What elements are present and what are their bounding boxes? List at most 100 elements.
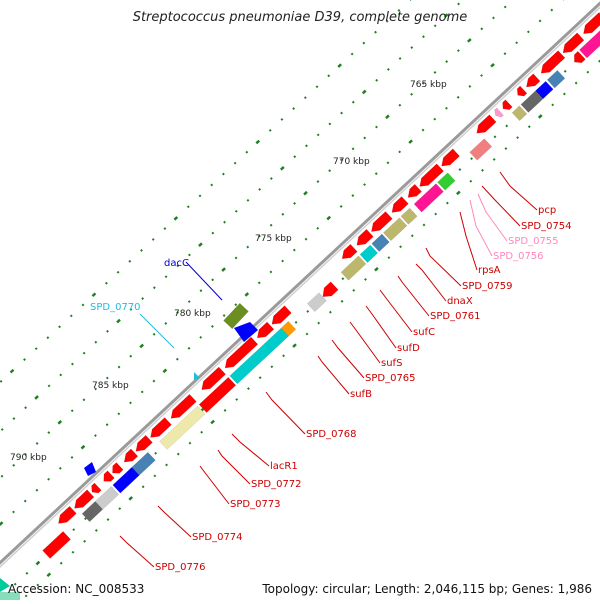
gene-label-sufs: sufS bbox=[381, 358, 402, 369]
scale-tick bbox=[399, 105, 400, 106]
axis-label-785kbp: 785 kbp bbox=[92, 381, 129, 391]
scale-tick bbox=[341, 112, 342, 113]
scale-tick bbox=[107, 331, 108, 332]
scale-tick bbox=[352, 148, 353, 149]
scale-tick bbox=[165, 323, 166, 324]
scale-tick bbox=[222, 268, 225, 271]
scale-tick bbox=[201, 432, 202, 433]
scale-tick bbox=[259, 377, 260, 378]
scale-tick bbox=[517, 137, 518, 138]
gene-label-lacr1: lacR1 bbox=[270, 461, 298, 472]
scale-tick bbox=[165, 276, 166, 277]
scale-tick bbox=[494, 136, 495, 137]
scale-tick bbox=[423, 224, 424, 225]
scale-tick bbox=[13, 418, 14, 419]
scale-tick bbox=[35, 396, 38, 399]
axis-label-765kbp: 765 kbp bbox=[410, 80, 447, 90]
scale-tick bbox=[107, 377, 108, 378]
gene-label-spd0773: SPD_0773 bbox=[230, 499, 281, 510]
scale-tick bbox=[247, 246, 248, 247]
scale-tick bbox=[422, 129, 423, 130]
scale-tick bbox=[247, 200, 248, 201]
scale-tick bbox=[491, 64, 494, 67]
scale-tick bbox=[471, 158, 472, 159]
scale-tick bbox=[353, 101, 354, 102]
scale-tick bbox=[234, 162, 235, 163]
gene-label-spd0768: SPD_0768 bbox=[306, 429, 357, 440]
scale-tick bbox=[340, 206, 341, 207]
scale-tick bbox=[211, 184, 212, 185]
scale-tick bbox=[235, 257, 236, 258]
scale-tick bbox=[458, 3, 459, 4]
scale-tick bbox=[130, 402, 131, 403]
scale-tick bbox=[73, 529, 74, 530]
scale-tick bbox=[270, 225, 271, 226]
scale-tick bbox=[235, 304, 236, 305]
scale-tick bbox=[199, 195, 200, 196]
scale-tick bbox=[376, 80, 377, 81]
gene-feature-cds bbox=[526, 74, 540, 87]
scale-tick bbox=[411, 47, 412, 48]
scale-tick bbox=[271, 178, 272, 179]
scale-tick bbox=[83, 352, 84, 353]
gene-label-spd0759: SPD_0759 bbox=[462, 281, 513, 292]
gene-feature-khaki bbox=[341, 256, 366, 280]
scale-tick bbox=[82, 304, 83, 305]
scale-tick bbox=[328, 75, 329, 76]
scale-tick bbox=[505, 148, 506, 149]
scale-tick bbox=[364, 137, 365, 138]
scale-tick bbox=[84, 541, 85, 542]
scale-tick bbox=[200, 290, 201, 291]
gene-feature-cds bbox=[517, 86, 527, 96]
scale-tick bbox=[60, 374, 61, 375]
scale-tick bbox=[95, 435, 96, 436]
scale-tick bbox=[388, 69, 389, 70]
scale-tick bbox=[48, 385, 49, 386]
scale-tick bbox=[154, 475, 155, 476]
gene-feature-steelblue bbox=[547, 70, 565, 88]
scale-tick bbox=[447, 202, 448, 203]
gene-feature-cds bbox=[442, 149, 460, 166]
scale-tick bbox=[154, 287, 155, 288]
scale-tick bbox=[283, 355, 284, 356]
scale-tick bbox=[528, 31, 529, 32]
scale-tick bbox=[163, 369, 166, 372]
scale-tick bbox=[293, 108, 294, 109]
scale-tick bbox=[552, 104, 553, 105]
leader-line bbox=[366, 306, 396, 348]
scale-tick bbox=[304, 192, 307, 195]
scale-tick bbox=[434, 118, 435, 119]
scale-tick bbox=[71, 315, 72, 316]
gene-label-rpsa: rpsA bbox=[478, 265, 501, 276]
scale-tick bbox=[47, 337, 48, 338]
scale-tick bbox=[353, 290, 354, 291]
scale-tick bbox=[60, 468, 61, 469]
scale-tick bbox=[411, 94, 412, 95]
gene-labels: pcp SPD_0754 SPD_0755 SPD_0756 rpsA SPD_… bbox=[90, 205, 572, 573]
axis-labels: 765 kbp 770 kbp 775 kbp 780 kbp 785 kbp … bbox=[10, 80, 447, 463]
scale-tick bbox=[245, 293, 248, 296]
leader-line bbox=[232, 434, 269, 466]
scale-tick bbox=[72, 552, 73, 553]
topology-text: Topology: circular; Length: 2,046,115 bp… bbox=[262, 582, 592, 596]
scale-tick bbox=[363, 91, 366, 94]
scale-tick bbox=[24, 359, 25, 360]
leader-line bbox=[380, 290, 412, 332]
axis-label-780kbp: 780 kbp bbox=[174, 309, 211, 319]
scale-tick bbox=[26, 573, 27, 574]
scale-tick bbox=[352, 195, 353, 196]
scale-tick bbox=[317, 134, 318, 135]
scale-tick bbox=[375, 268, 378, 271]
scale-tick bbox=[305, 238, 306, 239]
scale-tick bbox=[212, 326, 213, 327]
leader-line bbox=[416, 264, 446, 301]
leader-line bbox=[350, 322, 380, 363]
scale-tick bbox=[11, 370, 14, 373]
scale-tick bbox=[189, 254, 190, 255]
scale-tick bbox=[363, 42, 364, 43]
scale-tick bbox=[306, 333, 307, 334]
scale-tick bbox=[48, 479, 49, 480]
scale-tick bbox=[96, 530, 97, 531]
gene-feature-magenta bbox=[414, 184, 443, 213]
scale-tick bbox=[329, 170, 330, 171]
